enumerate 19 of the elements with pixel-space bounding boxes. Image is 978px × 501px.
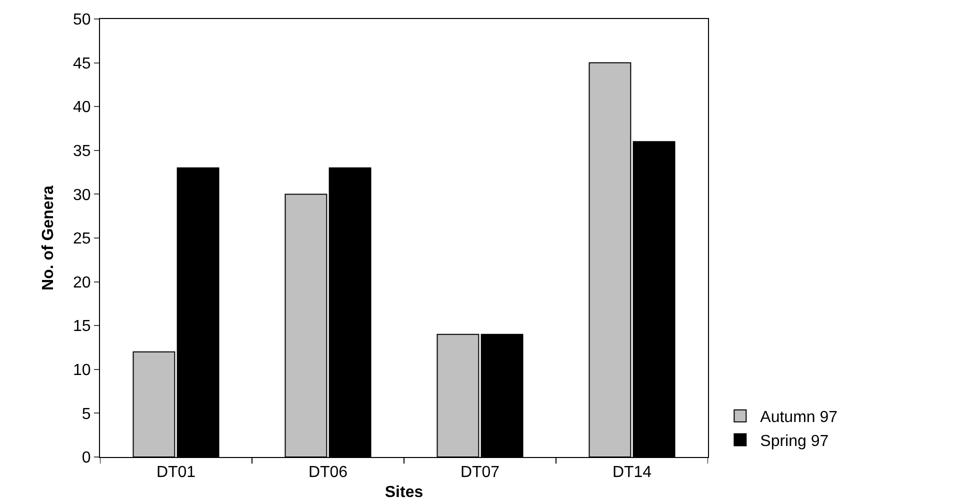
- x-tick-label: DT07: [460, 464, 500, 482]
- legend-label: Autumn 97: [760, 409, 838, 426]
- y-tick-label: 45: [73, 55, 91, 72]
- x-tick-label: DT06: [308, 464, 348, 482]
- legend-label: Spring 97: [760, 432, 829, 450]
- x-axis-title: Sites: [384, 484, 424, 501]
- y-tick-label: 35: [73, 143, 91, 160]
- y-tick-label: 25: [73, 230, 91, 248]
- y-tick-label: 50: [73, 12, 91, 29]
- y-tick-label: 0: [82, 450, 91, 467]
- y-tick-label: 30: [73, 186, 91, 204]
- y-axis-title: No. of Genera: [40, 185, 57, 290]
- x-tick-label: DT14: [612, 464, 652, 482]
- y-tick-label: 5: [82, 406, 91, 423]
- y-tick-label: 10: [73, 362, 91, 379]
- x-tick-label: DT01: [156, 464, 196, 482]
- y-tick-label: 20: [73, 274, 91, 292]
- y-tick-label: 40: [73, 99, 91, 116]
- y-tick-label: 15: [73, 318, 91, 336]
